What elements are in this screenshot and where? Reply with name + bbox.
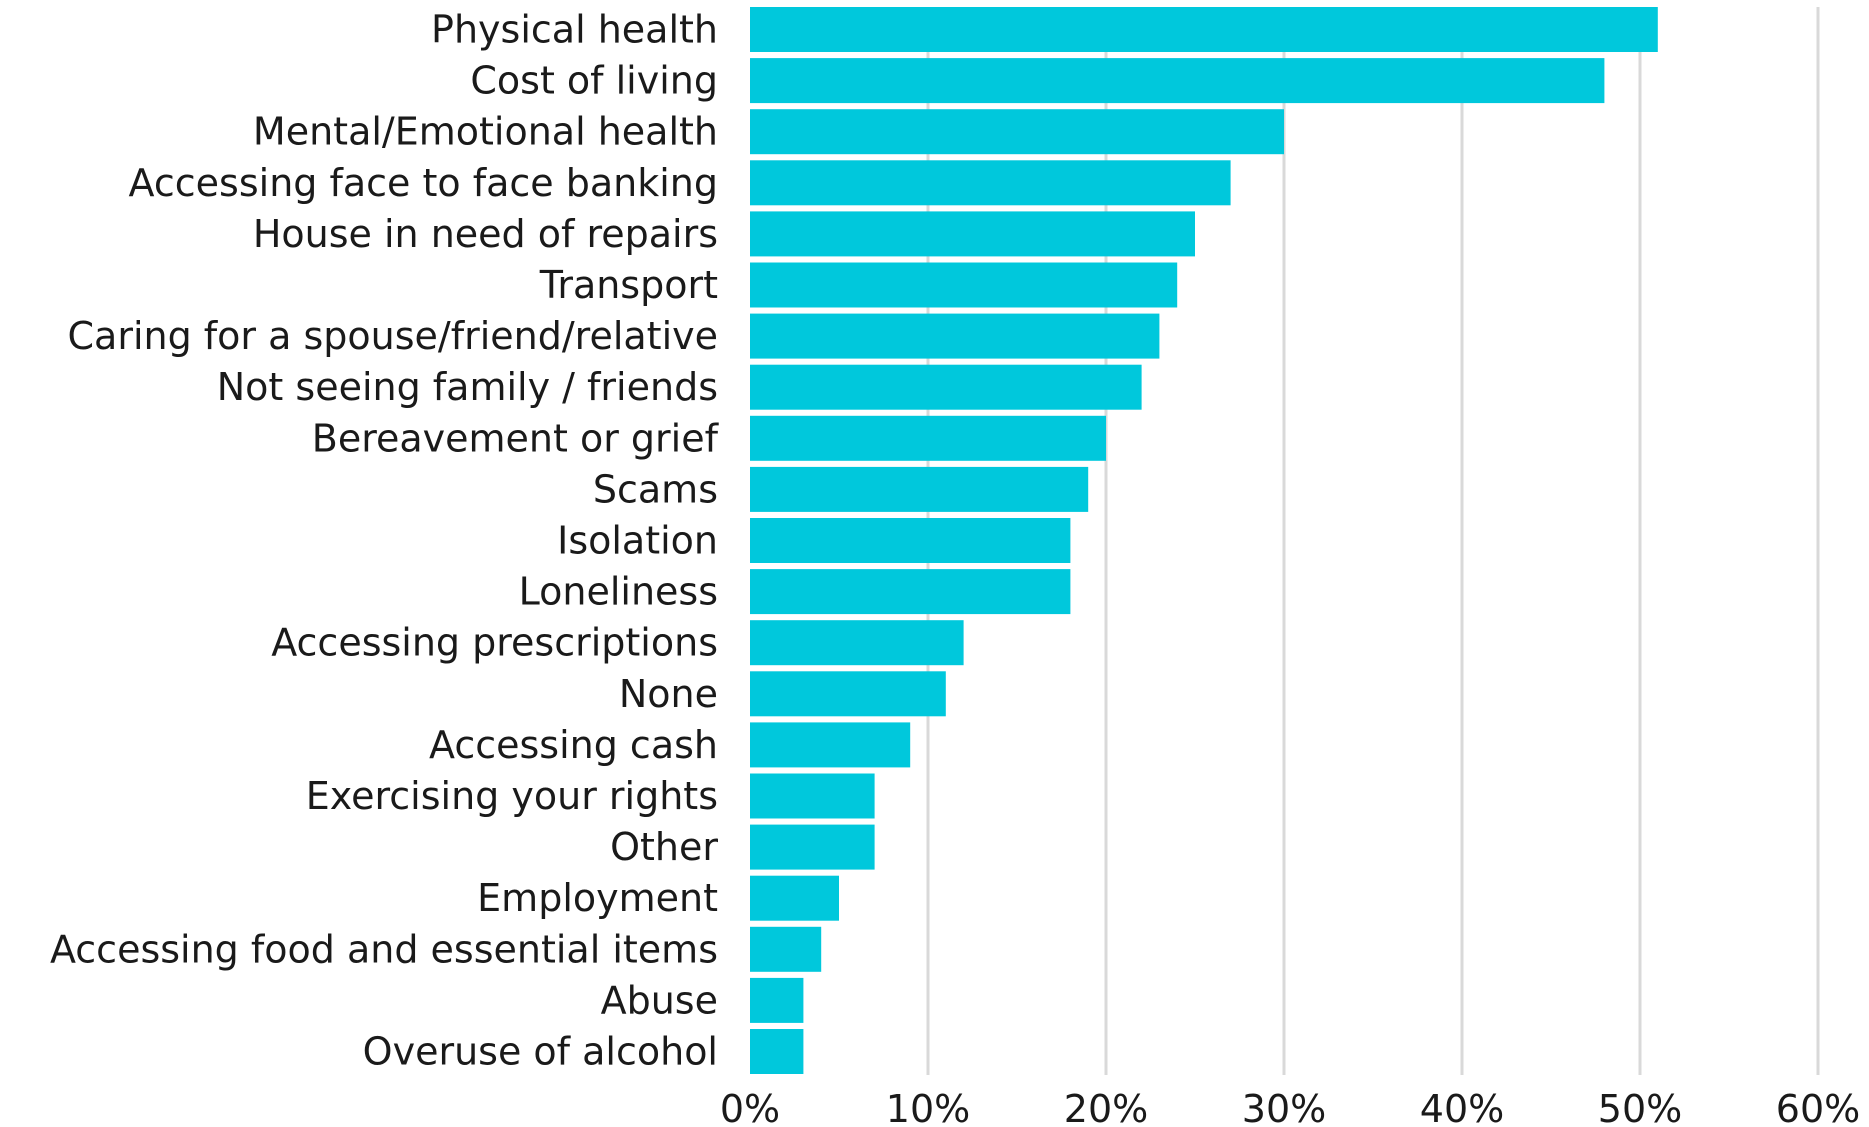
bar-employment xyxy=(750,875,839,921)
bar-cost-of-living xyxy=(750,58,1605,104)
category-label-overuse-of-alcohol: Overuse of alcohol xyxy=(363,1030,718,1074)
category-label-transport: Transport xyxy=(539,263,718,307)
category-label-not-seeing-family-friends: Not seeing family / friends xyxy=(217,365,718,409)
category-label-layer: Physical health Cost of living Mental/Emot… xyxy=(50,8,720,1074)
bar-accessing-prescriptions xyxy=(750,620,964,666)
bar-accessing-cash xyxy=(750,722,911,768)
category-label-scams: Scams xyxy=(593,467,718,511)
bar-scams xyxy=(750,466,1089,512)
bar-loneliness xyxy=(750,569,1071,615)
category-label-none: None xyxy=(619,672,718,716)
category-label-accessing-face-to-face-banking: Accessing face to face banking xyxy=(129,161,718,205)
bar-caring-for-a-spouse-friend-relative xyxy=(750,313,1160,359)
category-label-house-in-need-of-repairs: House in need of repairs xyxy=(253,212,718,256)
category-label-caring-for-a-spouse-friend-relative: Caring for a spouse/friend/relative xyxy=(68,314,719,358)
bar-other xyxy=(750,824,875,870)
category-label-other: Other xyxy=(610,825,718,869)
bar-accessing-food-and-essential-items xyxy=(750,926,822,972)
bar-mental-emotional-health xyxy=(750,109,1284,155)
bar-isolation xyxy=(750,518,1071,563)
category-label-accessing-prescriptions: Accessing prescriptions xyxy=(271,621,718,665)
bar-none xyxy=(750,671,946,717)
bar-physical-health xyxy=(750,7,1658,52)
category-label-exercising-your-rights: Exercising your rights xyxy=(306,774,718,818)
bar-transport xyxy=(750,262,1178,308)
category-label-employment: Employment xyxy=(477,876,718,920)
category-label-loneliness: Loneliness xyxy=(519,570,718,614)
x-tick-label-10: 10% xyxy=(886,1087,970,1127)
bar-house-in-need-of-repairs xyxy=(750,211,1195,257)
category-label-cost-of-living: Cost of living xyxy=(470,59,718,103)
bar-abuse xyxy=(750,977,804,1023)
tick-label-layer: 0% 10% 20% 30% 40% 50% 60% xyxy=(720,1087,1860,1127)
bar-accessing-face-to-face-banking xyxy=(750,160,1231,206)
x-tick-label-0: 0% xyxy=(720,1087,780,1127)
category-label-physical-health: Physical health xyxy=(431,8,718,52)
category-label-bereavement-or-grief: Bereavement or grief xyxy=(312,416,720,460)
x-tick-label-60: 60% xyxy=(1776,1087,1860,1127)
category-label-abuse: Abuse xyxy=(601,978,718,1022)
bar-not-seeing-family-friends xyxy=(750,364,1142,410)
category-label-accessing-cash: Accessing cash xyxy=(429,723,718,767)
bar-layer xyxy=(750,7,1658,1074)
category-label-mental-emotional-health: Mental/Emotional health xyxy=(253,110,718,154)
x-tick-label-40: 40% xyxy=(1420,1087,1504,1127)
category-label-isolation: Isolation xyxy=(557,519,718,563)
x-tick-label-20: 20% xyxy=(1064,1087,1148,1127)
bar-bereavement-or-grief xyxy=(750,415,1106,461)
x-tick-label-30: 30% xyxy=(1242,1087,1326,1127)
x-tick-label-50: 50% xyxy=(1598,1087,1682,1127)
bar-exercising-your-rights xyxy=(750,773,875,819)
bar-overuse-of-alcohol xyxy=(750,1029,804,1074)
category-label-accessing-food-and-essential-items: Accessing food and essential items xyxy=(50,927,718,971)
